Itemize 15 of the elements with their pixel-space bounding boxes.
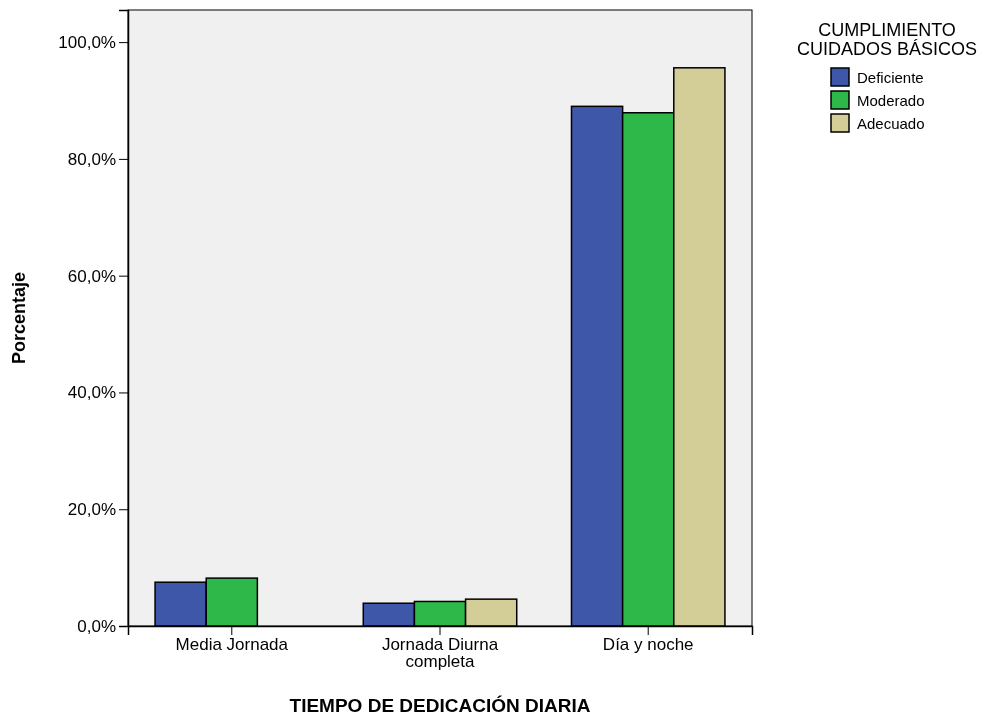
legend-label: Moderado — [857, 92, 925, 109]
legend-title: CUMPLIMIENTO CUIDADOS BÁSICOS — [796, 20, 978, 59]
y-tick-label: 100,0% — [58, 33, 116, 53]
y-tick-label: 0,0% — [77, 616, 116, 636]
x-tick-label: Media Jornada — [175, 635, 289, 655]
legend-label: Adecuado — [857, 115, 925, 132]
x-tick-label: Jornada Diurna completa — [381, 635, 499, 672]
y-tick-label: 80,0% — [67, 149, 116, 169]
legend-label: Deficiente — [857, 69, 924, 86]
x-axis-title: TIEMPO DE DEDICACIÓN DIARIA — [289, 695, 591, 716]
y-tick-label: 60,0% — [67, 266, 116, 286]
y-axis-title: Porcentaje — [9, 271, 29, 365]
y-tick-label: 40,0% — [67, 383, 116, 403]
x-tick-label: Día y noche — [602, 635, 694, 655]
y-tick-label: 20,0% — [67, 500, 116, 520]
